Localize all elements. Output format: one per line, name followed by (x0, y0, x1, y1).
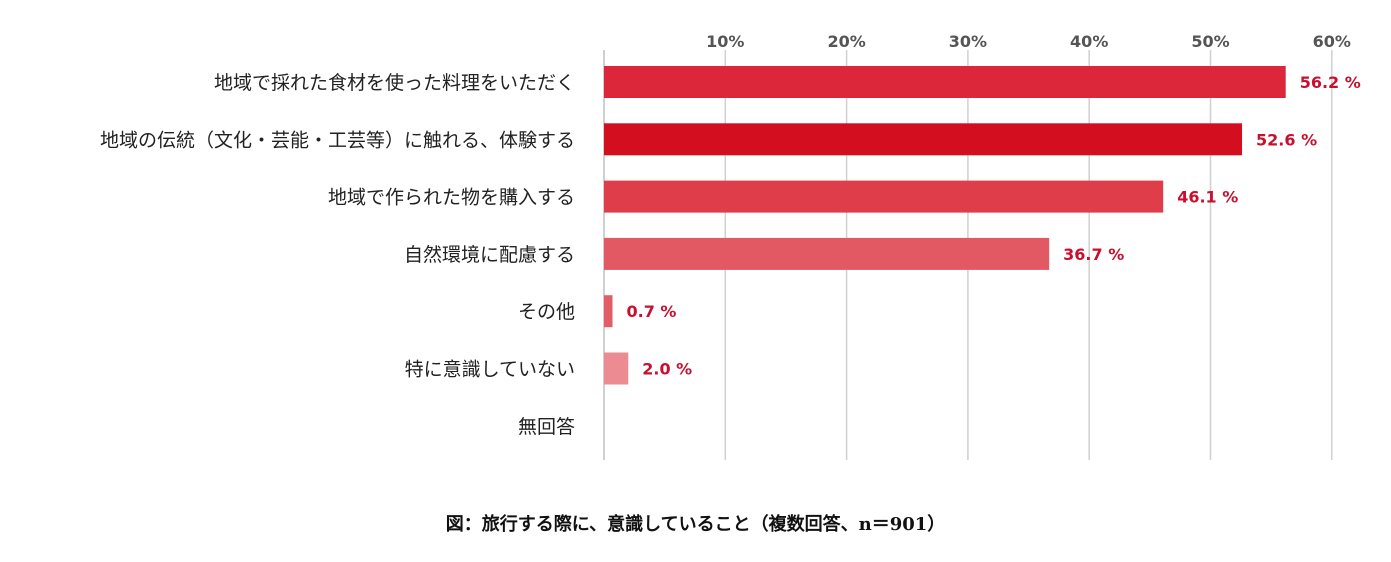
category-label: 地域で採れた食材を使った料理をいただく (214, 72, 575, 94)
bar (604, 352, 629, 385)
x-tick-label: 60% (1313, 32, 1351, 51)
data-label: 2.0 % (642, 360, 692, 379)
bar (604, 180, 1164, 213)
data-label: 46.1 % (1177, 188, 1238, 207)
category-label: 無回答 (518, 416, 575, 438)
data-label: 56.2 % (1300, 73, 1361, 92)
category-label: 地域で作られた物を購入する (328, 187, 575, 209)
x-tick-label: 40% (1070, 32, 1108, 51)
bar (604, 123, 1243, 156)
x-tick-label: 50% (1191, 32, 1229, 51)
x-tick-label: 20% (827, 32, 865, 51)
bar (604, 237, 1050, 270)
category-label: 特に意識していない (405, 359, 575, 381)
x-tick-label: 30% (949, 32, 987, 51)
category-label: 自然環境に配慮する (404, 244, 575, 266)
bar (604, 66, 1286, 98)
bar-chart: 10% 20% 30% 40% 50% 60% 地域で採れた食材を使った料理をいただく 56.… (100, 32, 1361, 460)
bar (604, 295, 613, 328)
data-label: 0.7 % (626, 302, 676, 321)
category-label: その他 (518, 301, 575, 323)
data-label: 52.6 % (1256, 130, 1317, 149)
figure-caption: 図：旅行する際に、意識していること（複数回答、n＝901） (445, 514, 946, 535)
x-tick-label: 10% (706, 32, 744, 51)
category-label: 地域の伝統（文化・芸能・工芸等）に触れる、体験する (100, 129, 575, 151)
data-label: 36.7 % (1063, 245, 1124, 264)
